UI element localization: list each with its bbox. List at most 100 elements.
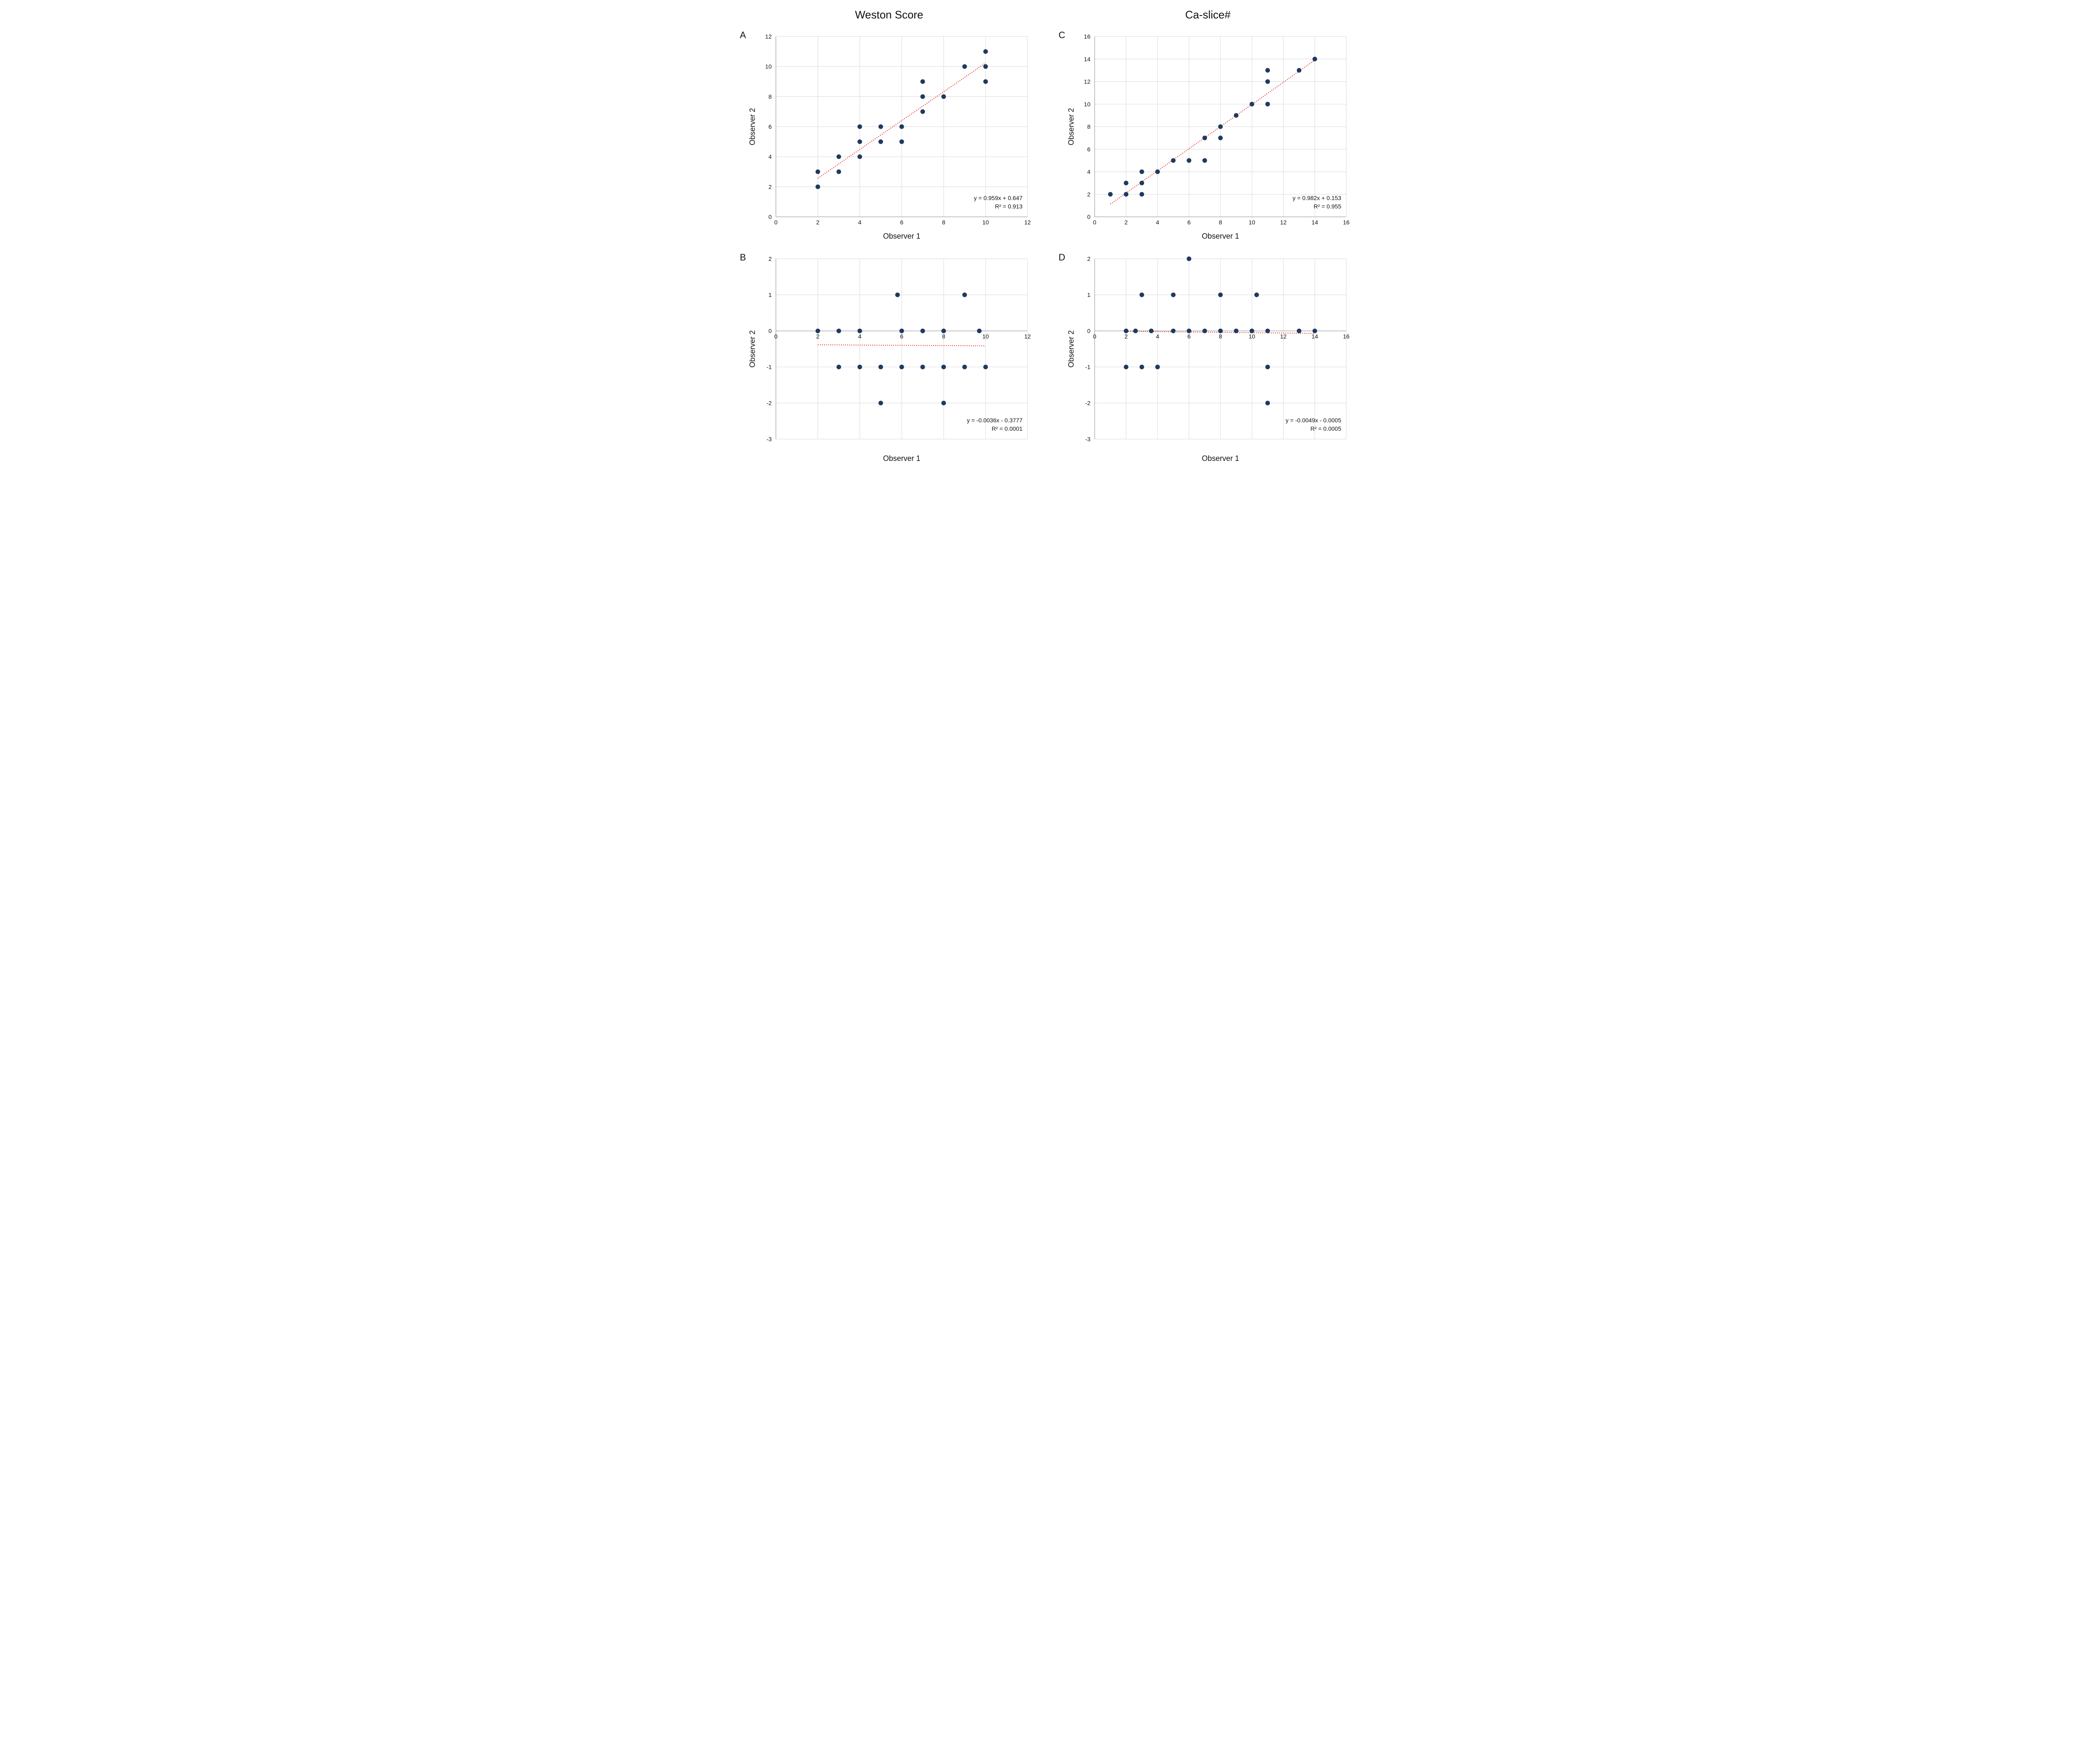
data-point (879, 125, 883, 129)
y-tick-label: 2 (1087, 191, 1090, 198)
column-title-right: Ca-slice# (1061, 8, 1355, 21)
x-tick-label: 0 (1093, 333, 1096, 340)
data-point (1171, 158, 1176, 163)
data-point (879, 139, 883, 144)
x-tick-label: 4 (1156, 219, 1159, 226)
data-point (1250, 102, 1254, 107)
data-point (1218, 329, 1223, 333)
y-tick-label: 0 (1087, 328, 1090, 334)
data-point (1124, 329, 1129, 333)
x-tick-label: 12 (1280, 333, 1287, 340)
y-tick-label: 4 (768, 154, 772, 160)
data-point (1140, 293, 1144, 297)
data-point (942, 365, 946, 369)
panel-letter-C: C (1059, 30, 1065, 41)
x-tick-label: 14 (1311, 219, 1318, 226)
data-point (1187, 257, 1192, 261)
data-point (1297, 329, 1301, 333)
data-point (1140, 365, 1144, 369)
data-point (921, 94, 925, 99)
data-point (942, 329, 946, 333)
data-point (1297, 68, 1301, 73)
data-point (858, 329, 862, 333)
x-tick-label: 10 (982, 219, 989, 226)
y-tick-label: 0 (768, 213, 772, 220)
chart-C: 02468101214160246810121416Observer 1Obse… (1061, 28, 1355, 246)
panel-letter-A: A (740, 30, 746, 41)
data-point (1155, 169, 1160, 174)
x-tick-label: 2 (816, 219, 820, 226)
data-point (900, 329, 904, 333)
x-tick-label: 10 (1249, 219, 1255, 226)
data-point (900, 125, 904, 129)
data-point (816, 169, 820, 174)
data-point (983, 49, 988, 54)
y-tick-label: 14 (1084, 56, 1090, 62)
figure-grid: Weston Score Ca-slice# A 024681012024681… (742, 8, 1355, 468)
x-tick-label: 8 (1219, 219, 1222, 226)
data-point (1254, 293, 1259, 297)
y-tick-label: 0 (1087, 213, 1090, 220)
data-point (837, 154, 841, 159)
data-point (1149, 329, 1154, 333)
data-point (963, 293, 967, 297)
data-point (1265, 365, 1270, 369)
data-point (1202, 135, 1207, 140)
equation-text: y = 0.959x + 0.647 (974, 195, 1022, 201)
x-tick-label: 2 (816, 333, 820, 340)
x-tick-label: 4 (858, 333, 861, 340)
column-title-left: Weston Score (742, 8, 1036, 21)
data-point (1171, 329, 1176, 333)
y-tick-label: 6 (768, 123, 772, 130)
x-tick-label: 12 (1024, 333, 1031, 340)
y-tick-label: 8 (1087, 123, 1090, 130)
data-point (1140, 181, 1144, 185)
data-point (858, 365, 862, 369)
x-tick-label: 2 (1124, 333, 1128, 340)
r2-text: R² = 0.913 (995, 203, 1022, 210)
panel-C: C 02468101214160246810121416Observer 1Ob… (1061, 28, 1355, 246)
x-tick-label: 10 (982, 333, 989, 340)
data-point (942, 94, 946, 99)
r2-text: R² = 0.0001 (991, 425, 1022, 432)
data-point (1155, 365, 1160, 369)
y-axis-label: Observer 2 (748, 108, 757, 145)
y-tick-label: -3 (1085, 436, 1091, 442)
chart-B: 024681012-3-2-1012Observer 1Observer 2y … (742, 250, 1036, 468)
data-point (900, 365, 904, 369)
x-tick-label: 12 (1280, 219, 1287, 226)
y-tick-label: -1 (767, 364, 772, 370)
r2-text: R² = 0.955 (1314, 203, 1341, 210)
data-point (963, 365, 967, 369)
data-point (921, 109, 925, 114)
data-point (1265, 401, 1270, 406)
data-point (1108, 192, 1113, 197)
data-point (816, 329, 820, 333)
data-point (900, 139, 904, 144)
data-point (921, 365, 925, 369)
data-point (837, 329, 841, 333)
y-tick-label: 12 (765, 33, 772, 40)
y-tick-label: 6 (1087, 146, 1090, 153)
data-point (983, 79, 988, 84)
y-axis-label: Observer 2 (1067, 330, 1075, 367)
x-axis-label: Observer 1 (1202, 232, 1239, 240)
x-tick-label: 8 (942, 219, 945, 226)
data-point (963, 64, 967, 69)
data-point (1140, 192, 1144, 197)
x-tick-label: 6 (1187, 219, 1191, 226)
y-axis-label: Observer 2 (1067, 108, 1075, 145)
x-tick-label: 16 (1343, 219, 1350, 226)
x-tick-label: 4 (858, 219, 861, 226)
data-point (983, 64, 988, 69)
data-point (1265, 102, 1270, 107)
y-axis-label: Observer 2 (748, 330, 757, 367)
y-tick-label: 1 (1087, 291, 1090, 298)
y-tick-label: 10 (765, 63, 772, 70)
x-tick-label: 16 (1343, 333, 1350, 340)
data-point (1187, 329, 1192, 333)
data-point (1218, 125, 1223, 129)
data-point (1265, 79, 1270, 84)
data-point (1171, 293, 1176, 297)
y-tick-label: 2 (768, 255, 772, 262)
